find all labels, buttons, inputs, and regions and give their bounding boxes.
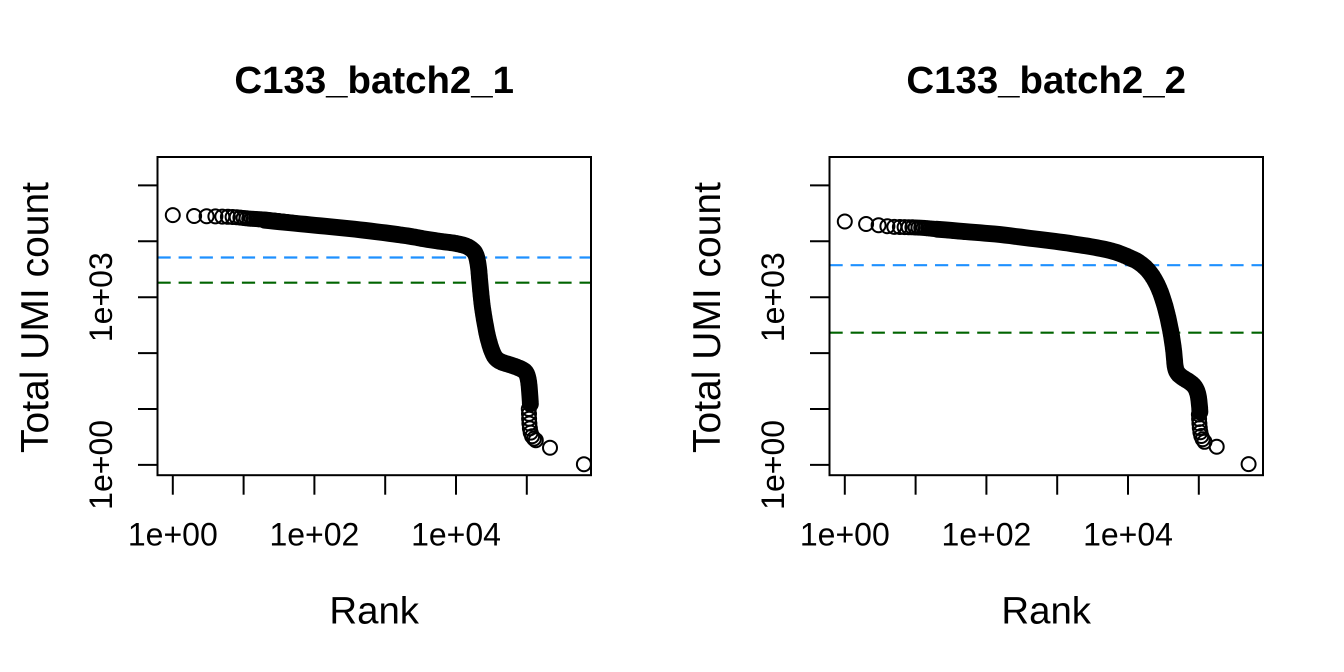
svg-text:1e+03: 1e+03 <box>755 252 791 342</box>
svg-text:Total UMI count: Total UMI count <box>14 182 57 453</box>
svg-text:1e+00: 1e+00 <box>83 420 119 510</box>
svg-text:1e+03: 1e+03 <box>83 252 119 342</box>
svg-text:1e+00: 1e+00 <box>128 517 218 553</box>
svg-text:1e+00: 1e+00 <box>800 517 890 553</box>
svg-text:1e+04: 1e+04 <box>1083 517 1173 553</box>
svg-text:1e+02: 1e+02 <box>941 517 1031 553</box>
svg-text:1e+02: 1e+02 <box>269 517 359 553</box>
svg-text:1e+00: 1e+00 <box>755 420 791 510</box>
svg-text:Rank: Rank <box>1001 589 1091 632</box>
svg-text:Total UMI count: Total UMI count <box>686 182 729 453</box>
svg-text:1e+04: 1e+04 <box>411 517 501 553</box>
svg-text:Rank: Rank <box>329 589 419 632</box>
svg-text:C133_batch2_2: C133_batch2_2 <box>906 59 1186 102</box>
svg-text:C133_batch2_1: C133_batch2_1 <box>234 59 514 102</box>
